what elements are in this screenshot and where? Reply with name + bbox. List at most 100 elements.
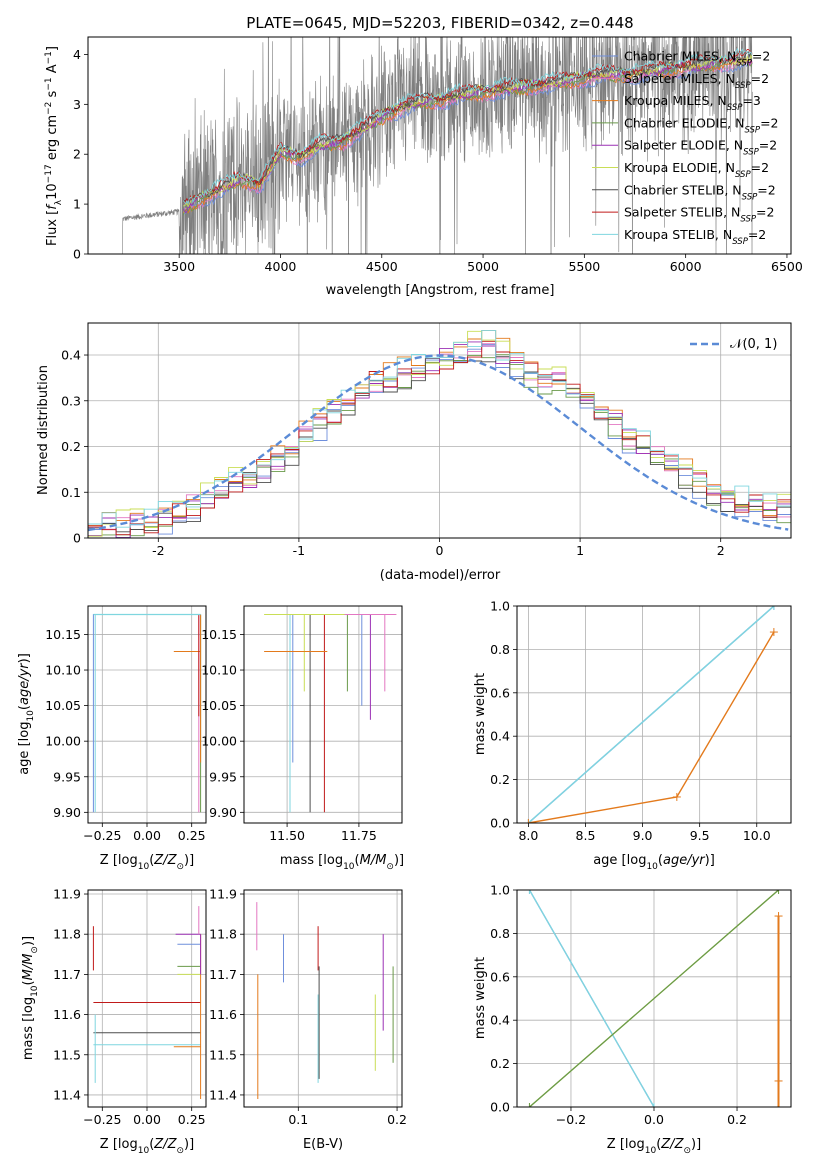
axes-spectrum: 3500 4000 4500 5000 5500 6000 6500 0 1 2 3 4 wavelen…: [44, 36, 803, 298]
y-tick-label: 11.8: [53, 927, 81, 942]
y-tick-label: 0.4: [61, 348, 81, 363]
histogram-kroupa_elodie: [88, 330, 791, 537]
y-tick-label: 11.8: [209, 927, 237, 942]
y-tick-label: 0.4: [490, 1013, 510, 1028]
y-tick-label: 0.2: [490, 772, 510, 787]
y-tick-label: 0.2: [490, 1056, 510, 1071]
legend-label: Kroupa MILES, NSSP=3: [624, 93, 761, 113]
y-axis-label: age [log10(age/yr)]: [17, 653, 36, 775]
legend-label: Salpeter STELIB, NSSP=2: [624, 205, 774, 225]
x-tick-label: 0.25: [178, 828, 206, 843]
model-spectrum-salpeter_stelib: [182, 48, 753, 205]
histogram-chabrier_miles: [88, 344, 791, 538]
x-tick-label: -1: [293, 543, 305, 558]
plot-area: [525, 890, 783, 1107]
x-tick-label: −0.25: [83, 828, 121, 843]
axes-massweight-vs-Z: −0.2 0.0 0.2 0.0 0.2 0.4 0.6 0.8 1.0 Z [log10(Z/Z…: [473, 883, 792, 1156]
legend-label: Chabrier MILES, NSSP=2: [624, 49, 770, 69]
y-tick-label: 11.7: [53, 967, 81, 982]
y-axis-label: mass weight: [473, 673, 488, 755]
x-tick-label: 0: [436, 543, 444, 558]
x-tick-label: 0.00: [133, 828, 161, 843]
y-tick-label: 0.0: [490, 816, 510, 831]
series-kroupa_stelib: [527, 606, 775, 823]
x-axis-label: mass [log10(M/M⊙)]: [280, 853, 404, 872]
x-tick-label: 2: [717, 543, 725, 558]
legend-label: Salpeter ELODIE, NSSP=2: [624, 138, 777, 158]
y-tick-label: 1: [73, 197, 81, 212]
x-axis-label: Z [log10(Z/Z⊙)]: [100, 1137, 194, 1156]
figure-title: PLATE=0645, MJD=52203, FIBERID=0342, z=0…: [246, 14, 633, 32]
y-axis-label: Flux [fλ10−17 erg cm−2 s−1 A−1]: [44, 46, 64, 246]
x-tick-label: −0.2: [556, 1112, 586, 1127]
y-tick-label: 11.5: [53, 1047, 81, 1062]
y-tick-label: 1.0: [490, 883, 510, 898]
axes-frame: [243, 889, 403, 1108]
y-axis-label: Normed distribution: [36, 365, 51, 495]
y-axis-label: mass [log10(M/M⊙)]: [21, 936, 40, 1060]
histogram-salpeter_elodie: [88, 341, 791, 538]
axes-frame: [87, 36, 792, 255]
y-tick-label: 0.8: [490, 642, 510, 657]
y-tick-label: 0.0: [490, 1100, 510, 1115]
x-tick-label: 4000: [265, 259, 297, 274]
series-kroupa_stelib: [528, 890, 655, 1107]
x-tick-label: 5000: [467, 259, 499, 274]
legend-label: Kroupa ELODIE, NSSP=2: [624, 160, 769, 180]
x-tick-label: 6500: [771, 259, 803, 274]
y-tick-label: 10.15: [45, 627, 81, 642]
y-tick-label: 0.3: [61, 393, 81, 408]
x-tick-label: 11.50: [269, 828, 305, 843]
y-tick-label: 9.90: [209, 805, 237, 820]
legend-label: Chabrier ELODIE, NSSP=2: [624, 115, 779, 135]
y-tick-label: 10.15: [201, 627, 237, 642]
histogram-salpeter_stelib: [88, 340, 791, 536]
y-tick-label: 9.95: [53, 769, 81, 784]
y-tick-label: 9.95: [209, 769, 237, 784]
normal-curve: [88, 354, 789, 532]
x-tick-label: 0.0: [644, 1112, 664, 1127]
y-tick-label: 11.9: [209, 887, 237, 902]
plot-area: [92, 906, 202, 1099]
axes-age-vs-Z: −0.25 0.00 0.25 9.90 9.95 10.00 10.05 10.10 10.1…: [17, 605, 207, 872]
plot-area: [92, 613, 202, 813]
legend-label: 𝒩(0, 1): [730, 337, 777, 352]
data-spectrum: [122, 37, 753, 254]
x-tick-label: 0.00: [133, 1112, 161, 1127]
y-tick-label: 11.4: [209, 1087, 237, 1102]
y-tick-label: 10.05: [201, 698, 237, 713]
x-tick-label: 11.75: [341, 828, 377, 843]
x-axis-label: (data-model)/error: [380, 568, 501, 583]
plot-area: [256, 902, 394, 1099]
x-tick-label: 8.0: [518, 828, 538, 843]
axes-residuals: -2 -1 0 1 2 0 0.1 0.2 0.3 0.4 (data-model)/error No…: [36, 322, 792, 583]
y-tick-label: 9.90: [53, 805, 81, 820]
y-tick-label: 0: [73, 531, 81, 546]
model-spectrum-kroupa_miles: [182, 56, 753, 214]
axes-mass-vs-Z: −0.25 0.00 0.25 11.4 11.5 11.6 11.7 11.8 11.9 Z […: [21, 887, 207, 1156]
plot-area: [88, 329, 791, 538]
x-tick-label: −0.25: [83, 1112, 121, 1127]
x-tick-label: 0.2: [727, 1112, 747, 1127]
y-tick-label: 11.4: [53, 1087, 81, 1102]
x-tick-label: 0.1: [288, 1112, 308, 1127]
x-tick-label: -2: [152, 543, 164, 558]
y-tick-label: 11.6: [53, 1007, 81, 1022]
x-tick-label: 3500: [163, 259, 195, 274]
x-axis-label: age [log10(age/yr)]: [593, 853, 715, 872]
y-tick-label: 10.10: [45, 663, 81, 678]
model-spectrum-salpeter_elodie: [182, 56, 753, 214]
x-axis-label: E(B-V): [303, 1137, 343, 1152]
x-tick-label: 1: [576, 543, 584, 558]
y-tick-label: 10.00: [201, 734, 237, 749]
histogram-kroupa_stelib: [88, 329, 791, 528]
y-tick-label: 10.05: [45, 698, 81, 713]
y-tick-label: 11.9: [53, 887, 81, 902]
y-tick-label: 3: [73, 97, 81, 112]
plot-area: [264, 614, 397, 813]
y-tick-label: 11.6: [209, 1007, 237, 1022]
axes-mass-vs-EBV: 0.1 0.2 11.4 11.5 11.6 11.7 11.8 11.9 E(B-V): [209, 887, 407, 1152]
axes-frame: [516, 605, 792, 824]
y-tick-label: 0.6: [490, 969, 510, 984]
